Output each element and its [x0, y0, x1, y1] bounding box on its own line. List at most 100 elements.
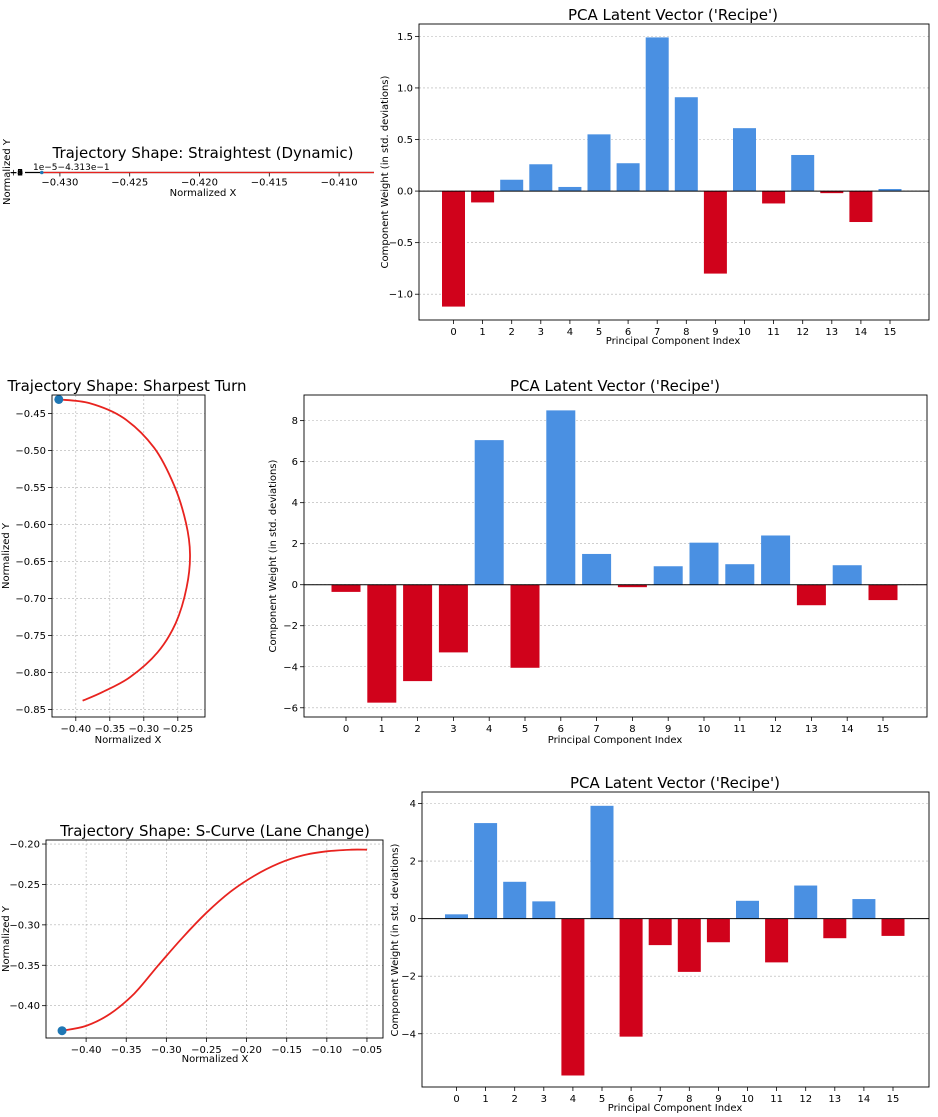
y-tick-label: −0.5: [389, 238, 413, 249]
bar-pc-11: [725, 564, 755, 585]
gridlines: [304, 420, 927, 709]
bar-pc-7: [645, 37, 669, 192]
x-tick-label: −0.05: [352, 1045, 383, 1056]
chart-title: Trajectory Shape: Sharpest Turn: [6, 377, 246, 395]
gridlines: [46, 840, 383, 1038]
bars: [331, 410, 898, 703]
x-tick-label: −0.40: [60, 724, 91, 735]
y-tick-labels: −6 −4 −2 0 2 4 6 8: [283, 416, 304, 714]
x-axis-label: Principal Component Index: [548, 735, 683, 746]
x-tick-label: 7: [657, 1094, 663, 1105]
x-tick-label: 8: [683, 327, 689, 338]
trajectory-straightest-panel: Trajectory Shape: Straightest (Dynamic) …: [2, 138, 374, 205]
bar-pc-8: [674, 97, 698, 192]
x-tick-label: 12: [796, 327, 809, 338]
x-tick-label: 6: [625, 327, 631, 338]
x-tick-label: −0.430: [41, 178, 78, 189]
y-tick-label: 0: [17, 169, 23, 179]
y-tick-label: 4: [292, 498, 298, 509]
x-tick-label: 6: [628, 1094, 634, 1105]
trajectory-s-curve-panel: Trajectory Shape: S-Curve (Lane Change) …: [1, 822, 384, 1065]
y-tick-label: 1.0: [397, 83, 413, 94]
x-tick-label: 10: [741, 1094, 754, 1105]
x-tick-label: 13: [828, 1094, 841, 1105]
x-tick-label: 12: [799, 1094, 812, 1105]
bar-pc-14: [849, 191, 873, 223]
y-tick-label: −0.25: [9, 880, 40, 891]
y-tick-labels: −1.0 −0.5 0.0 0.5 1.0 1.5: [389, 32, 419, 301]
y-tick-labels: −4 −2 0 2 4: [401, 799, 422, 1040]
y-tick-label: −0.65: [15, 557, 46, 568]
y-tick-label: −2: [401, 972, 416, 983]
bar-pc-5: [510, 584, 540, 668]
bar-pc-12: [791, 154, 815, 192]
y-tick-label: −0.60: [15, 520, 46, 531]
x-tick-label: 11: [767, 327, 780, 338]
bar-pc-6: [619, 918, 643, 1037]
bar-pc-2: [403, 584, 433, 682]
y-tick-label: −0.70: [15, 594, 46, 605]
x-tick-label: 7: [593, 724, 599, 735]
y-tick-label: 0.0: [397, 187, 413, 198]
gridlines: [419, 36, 929, 295]
bar-pc-15: [881, 918, 905, 936]
bar-pc-1: [471, 191, 495, 203]
plot-area: [39, 170, 374, 175]
bar-pc-9: [653, 566, 683, 585]
x-tick-label: −0.25: [162, 724, 193, 735]
start-point-marker: [39, 170, 44, 175]
x-tick-labels: 0 1 2 3 4 5 6 7 8 9 10 11 12 13 14 15: [450, 320, 896, 338]
bar-pc-9: [703, 191, 727, 274]
x-tick-label: 11: [770, 1094, 783, 1105]
bar-pc-0: [331, 584, 361, 592]
y-tick-label: −0.30: [9, 920, 40, 931]
bar-pc-0: [445, 914, 468, 919]
x-tick-label: 15: [887, 1094, 900, 1105]
bar-pc-12: [794, 885, 818, 919]
x-tick-label: −0.35: [111, 1045, 142, 1056]
x-tick-label: 5: [596, 327, 602, 338]
bars: [445, 805, 905, 1076]
x-tick-label: 8: [629, 724, 635, 735]
bar-pc-2: [500, 179, 524, 192]
x-tick-label: 9: [715, 1094, 721, 1105]
x-tick-label: −0.30: [151, 1045, 182, 1056]
y-tick-label: 4: [410, 799, 416, 810]
x-tick-label: 7: [654, 327, 660, 338]
y-tick-label: −8: [10, 169, 24, 179]
x-tick-label: −0.425: [111, 178, 148, 189]
y-tick-label: 0.5: [397, 135, 413, 146]
y-tick-labels: −0.45 −0.50 −0.55 −0.60 −0.65 −0.70 −0.75 −0.80…: [15, 409, 52, 716]
bar-pc-5: [590, 805, 614, 919]
x-tick-label: 10: [738, 327, 751, 338]
y-tick-label: −0.80: [15, 668, 46, 679]
bar-pc-13: [823, 918, 847, 939]
y-tick-label: −4: [401, 1029, 416, 1040]
start-point-marker: [54, 394, 64, 404]
x-tick-label: 15: [877, 724, 890, 735]
bar-pc-1: [474, 823, 498, 919]
bar-pc-4: [561, 918, 585, 1076]
x-axis-label: Normalized X: [182, 1054, 249, 1065]
chart-title: Trajectory Shape: S-Curve (Lane Change): [59, 822, 370, 840]
trajectory-sharpest-turn-panel: Trajectory Shape: Sharpest Turn −0.45−0.…: [1, 377, 247, 746]
x-tick-label: −0.415: [251, 178, 288, 189]
y-tick-label: −7: [10, 169, 23, 179]
bar-pc-7: [648, 918, 672, 946]
y-tick-label: −1.0: [389, 290, 413, 301]
bar-pc-8: [617, 584, 647, 588]
bar-pc-12: [761, 535, 791, 585]
x-tick-label: 4: [570, 1094, 576, 1105]
y-tick-label: −0.75: [15, 631, 46, 642]
x-tick-label: 3: [450, 724, 456, 735]
y-tick-label: +1: [10, 169, 23, 179]
x-tick-label: 8: [686, 1094, 692, 1105]
x-tick-label: 11: [733, 724, 746, 735]
plot-area: [54, 394, 191, 702]
x-tick-label: 9: [712, 327, 718, 338]
x-tick-label: 15: [884, 327, 897, 338]
y-tick-label: −2: [10, 169, 23, 179]
x-tick-label: 1: [479, 327, 485, 338]
x-tick-label: 13: [805, 724, 818, 735]
